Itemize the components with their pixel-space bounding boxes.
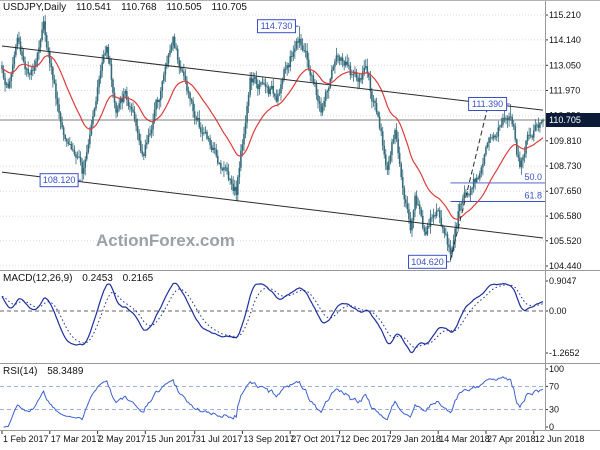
current-price-tag: 110.705: [546, 113, 600, 127]
low-value: 110.505: [166, 2, 202, 13]
rsi-header: RSI(14) 58.3489: [3, 366, 90, 377]
macd-axis[interactable]: 0.9047 0.00 -1.2652: [545, 276, 580, 358]
callout-box: [408, 254, 447, 269]
current-price-value: 110.705: [549, 115, 581, 125]
price-callout[interactable]: 104.620: [408, 254, 450, 269]
price-axis-label: 108.730: [549, 161, 582, 171]
rsi-axis-label: 30: [549, 405, 559, 415]
moving-average-line[interactable]: [1, 54, 544, 220]
date-label: 2 May 2017: [99, 434, 146, 444]
price-callout[interactable]: 111.390: [468, 97, 510, 111]
date-label: 1 Feb 2017: [3, 434, 49, 444]
channel-upper-trendline[interactable]: [1, 45, 544, 111]
open-value: 110.541: [75, 2, 112, 13]
callout-box: [468, 97, 508, 111]
price-axis-label: 107.650: [549, 186, 582, 196]
price-axis[interactable]: 115.210114.140113.050111.970110.890109.8…: [545, 10, 582, 271]
price-axis-label: 105.520: [549, 236, 582, 246]
date-label: 13 Sep 2017: [243, 434, 294, 444]
price-tag-box: [546, 113, 600, 127]
callout-price-label: 104.620: [411, 257, 444, 267]
price-grid: [0, 14, 545, 267]
fib-level-label: 61.8: [524, 191, 542, 201]
callout-box: [257, 19, 296, 34]
macd-line[interactable]: [1, 282, 544, 354]
steep-support-trendline[interactable]: [450, 107, 488, 261]
rsi-value: 58.3489: [47, 366, 84, 377]
macd-signal-value: 0.2165: [122, 273, 154, 284]
callout-price-label: 108.120: [43, 175, 76, 185]
date-label: 12 Jun 2018: [535, 434, 585, 444]
price-callout[interactable]: 114.730: [257, 19, 299, 34]
macd-header: MACD(12,26,9) 0.2453 0.2165: [3, 273, 160, 284]
date-label: 27 Oct 2017: [291, 434, 340, 444]
macd-value: 0.2453: [82, 273, 113, 284]
macd-axis-label: 0.00: [549, 306, 567, 316]
price-callout[interactable]: 108.120: [39, 173, 82, 188]
fibonacci-levels[interactable]: 50.0 61.8: [450, 172, 546, 202]
rsi-label: RSI(14): [3, 366, 38, 377]
date-label: 17 Mar 2017: [51, 434, 102, 444]
date-label: 27 Apr 2018: [487, 434, 536, 444]
macd-label: MACD(12,26,9): [3, 273, 73, 284]
rsi-axis-label: 0: [549, 422, 554, 432]
date-label: 12 Dec 2017: [341, 434, 392, 444]
rsi-axis[interactable]: 100 70 30 0: [545, 364, 564, 432]
callout-box: [39, 173, 79, 188]
macd-axis-label: 0.9047: [549, 276, 577, 286]
macd-axis-label: -1.2652: [549, 348, 580, 358]
high-value: 110.768: [121, 2, 157, 13]
date-label: 14 Mar 2018: [439, 434, 490, 444]
date-label: 31 Jul 2017: [196, 434, 243, 444]
price-axis-label: 114.140: [549, 35, 581, 45]
ohlc-header: USDJPY,Daily 110.541 110.768 110.505 110…: [3, 2, 254, 13]
price-axis-label: 115.210: [549, 10, 581, 20]
callout-price-label: 111.390: [472, 99, 503, 109]
price-axis-label: 106.580: [549, 211, 582, 221]
symbol-timeframe-label: USDJPY,Daily: [3, 2, 67, 13]
fib-level-label: 50.0: [524, 172, 542, 182]
rsi-line[interactable]: [3, 376, 544, 428]
macd-signal-line[interactable]: [1, 284, 544, 348]
callout-price-label: 114.730: [261, 21, 293, 31]
price-axis-label: 111.970: [549, 86, 580, 96]
candlesticks: [1, 15, 544, 262]
date-label: 29 Jan 2018: [391, 434, 441, 444]
price-axis-label: 104.440: [549, 261, 582, 271]
close-value: 110.705: [211, 2, 247, 13]
price-axis-label: 113.050: [549, 60, 581, 70]
watermark: ActionForex.com: [96, 231, 235, 250]
date-label: 15 Jun 2017: [146, 434, 196, 444]
channel-lower-trendline[interactable]: [1, 171, 544, 239]
rsi-axis-label: 100: [549, 364, 564, 374]
price-axis-label: 109.810: [549, 136, 582, 146]
rsi-axis-label: 70: [549, 381, 559, 391]
